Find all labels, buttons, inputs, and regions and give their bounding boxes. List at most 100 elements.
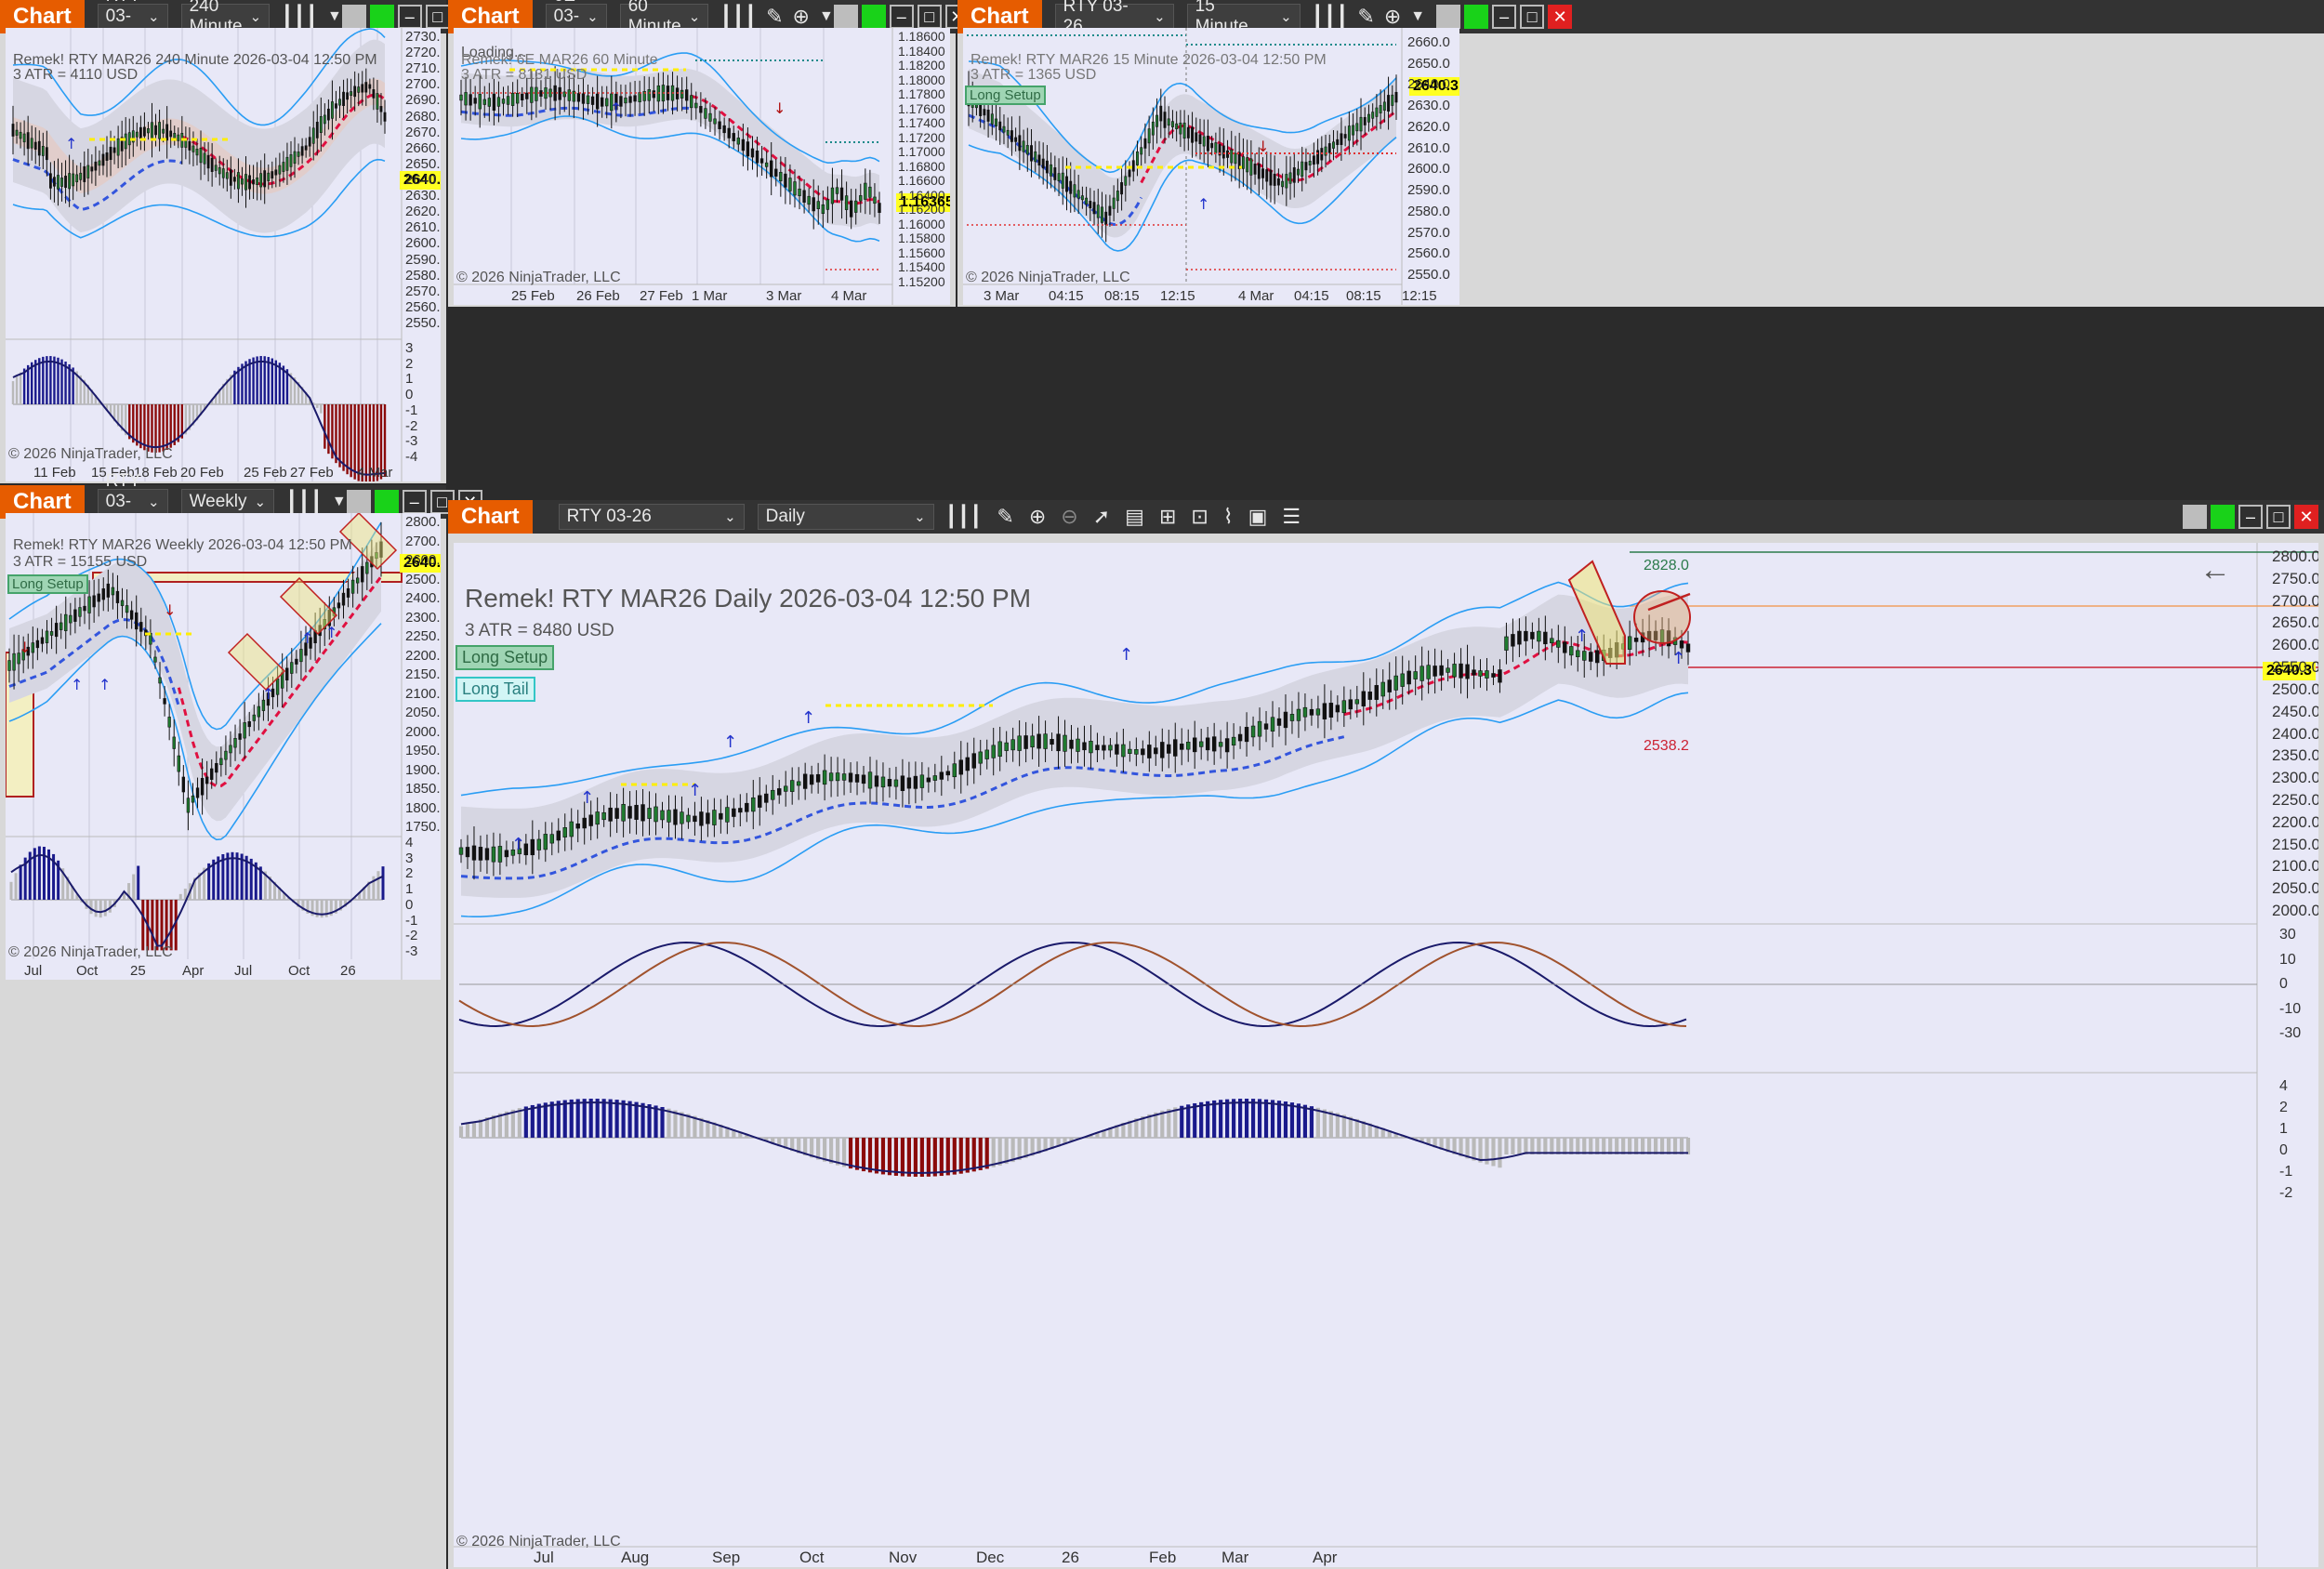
bar-style-icon[interactable]: ┃┃┃ (720, 5, 758, 28)
axis-tick-label: 2570.0 (405, 283, 441, 299)
pencil-icon[interactable]: ✎ (1357, 5, 1375, 28)
axis-tick-label: 1900.0 (405, 761, 441, 778)
back-arrow-icon[interactable]: ← (2199, 552, 2231, 587)
histogram-bar (252, 357, 255, 404)
data-box-icon[interactable]: ▤ (1125, 505, 1144, 528)
pencil-icon[interactable]: ✎ (766, 5, 784, 28)
indicators-icon[interactable]: ⊡ (1191, 505, 1208, 528)
histogram-bar (1459, 1138, 1463, 1157)
bar-style-icon[interactable]: ┃┃┃ (1311, 5, 1349, 28)
axis-tick-label: 26 Feb (576, 288, 620, 304)
chevron-down-icon[interactable]: ▼ (818, 8, 834, 24)
interval-select[interactable]: 60 Minute ⌄ (619, 0, 709, 36)
instrument-select[interactable]: RTY 03-26⌄ (97, 0, 168, 46)
instrument-select[interactable]: RTY 03-26⌄ (1054, 0, 1174, 36)
interval-select[interactable]: 240 Minute ⌄ (180, 0, 271, 36)
color-link-button[interactable] (369, 5, 394, 29)
price-panel[interactable]: ↑ ↓ Remek! RTY MAR26 15 Minute 2026-03-04… (963, 28, 1459, 305)
candle (1134, 749, 1139, 755)
minimize-button[interactable]: – (2238, 505, 2263, 529)
histogram-bar (68, 363, 71, 404)
histogram-bar (1232, 1099, 1236, 1138)
candle (94, 161, 98, 171)
axis-tick-label: 1.15800 (898, 231, 945, 246)
minimize-button[interactable]: – (402, 490, 427, 514)
chart-canvas[interactable]: ↑ ↑ ↑ ↑ ↑ ↓ ↓ (6, 513, 441, 980)
interval-select[interactable]: Daily ⌄ (757, 504, 934, 530)
minimize-button[interactable]: – (889, 5, 914, 29)
close-button[interactable]: ✕ (2294, 505, 2318, 529)
chart-canvas[interactable]: ↑ (6, 28, 441, 481)
zoom-in-icon[interactable]: ⊕ (1028, 505, 1047, 528)
candle (515, 93, 520, 104)
close-button[interactable]: ✕ (1548, 5, 1573, 29)
chart-canvas[interactable]: ↑ ↑ ↑ ↑ ↑ ↑ ↑ ↑ (454, 543, 2318, 1567)
histogram-bar (1270, 1100, 1275, 1138)
histogram-bar (350, 404, 352, 478)
instrument-select[interactable]: RTY 03-26⌄ (97, 471, 168, 532)
bar-style-icon[interactable]: ┃┃┃ (281, 5, 318, 28)
candle (491, 846, 496, 863)
minimize-button[interactable]: – (1492, 5, 1517, 29)
lower-band-line (460, 692, 1689, 918)
candle (83, 165, 86, 182)
histogram-bar (308, 397, 311, 404)
minimize-button[interactable]: – (397, 5, 422, 29)
maximize-button[interactable]: □ (917, 5, 942, 29)
candle (575, 823, 580, 829)
list-icon[interactable]: ☰ (1282, 505, 1301, 528)
candle (1459, 663, 1463, 679)
chart-tab[interactable]: Chart (448, 500, 533, 534)
price-panel[interactable]: ↑ Remek! RTY MAR26 240 Minute 2026-03-04… (6, 28, 441, 481)
candle (1666, 630, 1671, 647)
link-button[interactable] (341, 5, 366, 29)
candle (867, 771, 873, 789)
price-panel[interactable]: ↑ ↑ ↑ ↑ ↑ ↑ ↑ ↑ Remek! RTY MAR26 Daily 2026-03-… (454, 543, 2318, 1567)
flag-pattern (227, 632, 286, 692)
templates-icon[interactable]: ▣ (1248, 505, 1268, 528)
axis-tick-label: 1.16800 (898, 158, 945, 174)
color-link-button[interactable] (2211, 505, 2235, 529)
price-panel[interactable]: ↑ ↓ Loading... Remek! 6E MAR26 60 Minute … (454, 28, 950, 305)
zoom-in-icon[interactable]: ⊕ (1383, 5, 1402, 28)
maximize-button[interactable]: □ (1520, 5, 1545, 29)
pointer-icon[interactable]: ➚ (1092, 505, 1111, 528)
link-button[interactable] (1436, 5, 1461, 29)
zoom-in-icon[interactable]: ⊕ (792, 5, 810, 28)
axis-tick-label: 2550.0 (2272, 658, 2318, 677)
bar-style-icon[interactable]: ┃┃┃ (944, 505, 983, 528)
chart-canvas[interactable]: ↑↓ (963, 28, 1459, 305)
color-link-button[interactable] (374, 490, 399, 514)
candle (218, 166, 221, 175)
chevron-down-icon[interactable]: ▼ (1410, 8, 1426, 24)
interval-select[interactable]: Weekly ⌄ (180, 489, 275, 515)
pencil-icon[interactable]: ✎ (997, 505, 1014, 528)
candle (1034, 151, 1037, 163)
chevron-down-icon[interactable]: ▼ (331, 494, 347, 509)
axis-tick-label: 2620.0 (1407, 118, 1450, 135)
candle (300, 146, 304, 156)
candle (125, 605, 129, 613)
maximize-button[interactable]: □ (425, 5, 450, 29)
maximize-button[interactable]: □ (2266, 505, 2291, 529)
instrument-select[interactable]: RTY 03-26⌄ (558, 504, 745, 530)
properties-icon[interactable]: ⊞ (1158, 505, 1177, 528)
instrument-select[interactable]: 6E 03-26⌄ (545, 0, 607, 46)
candle (1237, 152, 1241, 169)
candle (906, 777, 912, 789)
histogram-bar (654, 1105, 658, 1138)
ma-blue-line (968, 113, 1143, 227)
zoom-out-icon[interactable]: ⊖ (1061, 505, 1078, 528)
interval-select[interactable]: 15 Minute ⌄ (1186, 0, 1301, 36)
link-button[interactable] (346, 490, 371, 514)
color-link-button[interactable] (861, 5, 886, 29)
color-link-button[interactable] (1464, 5, 1489, 29)
link-button[interactable] (2183, 505, 2207, 529)
up-arrow-icon: ↑ (511, 835, 525, 854)
strategy-icon[interactable]: ⌇ (1222, 505, 1234, 528)
link-button[interactable] (833, 5, 858, 29)
bar-style-icon[interactable]: ┃┃┃ (285, 490, 323, 513)
chevron-down-icon[interactable]: ▼ (326, 8, 342, 24)
price-panel[interactable]: ↑ ↑ ↑ ↑ ↑ ↓ ↓ Remek! RTY MAR26 Weekly 2026-03-… (6, 513, 441, 980)
chart-canvas[interactable]: ↑↓ (454, 28, 950, 305)
